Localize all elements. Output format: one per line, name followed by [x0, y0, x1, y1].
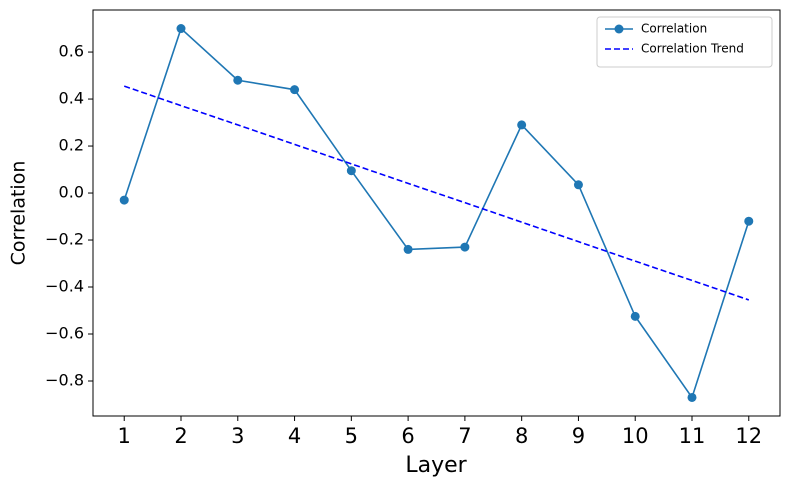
x-tick-label: 9	[572, 424, 585, 448]
y-tick-label: 0.4	[59, 89, 84, 108]
point	[460, 242, 470, 252]
x-tick-label: 5	[345, 424, 358, 448]
plot-frame	[92, 9, 781, 417]
x-tick-label: 1	[118, 424, 131, 448]
x-tick-label: 3	[231, 424, 244, 448]
point	[573, 180, 583, 190]
x-tick-label: 2	[174, 424, 187, 448]
x-tick-label: 6	[401, 424, 414, 448]
x-axis-label: Layer	[405, 453, 467, 478]
x-tick-label: 4	[288, 424, 301, 448]
y-tick-label: 0.6	[59, 42, 84, 61]
y-tick-label: −0.2	[45, 230, 84, 249]
y-tick-label: −0.8	[45, 370, 84, 389]
legend-label: Correlation Trend	[641, 42, 744, 56]
x-tick-label: 11	[679, 424, 706, 448]
y-tick-label: −0.4	[45, 277, 84, 296]
point	[176, 24, 186, 34]
legend-marker	[614, 24, 624, 34]
y-axis-label: Correlation	[8, 161, 30, 266]
point	[346, 166, 356, 176]
point	[744, 216, 754, 226]
x-tick-label: 8	[515, 424, 528, 448]
point	[119, 195, 129, 205]
y-tick-label: 0.2	[59, 136, 84, 155]
legend-box	[596, 16, 773, 68]
x-tick-label: 12	[735, 424, 762, 448]
point	[630, 311, 640, 321]
x-tick-label: 10	[622, 424, 649, 448]
x-tick-label: 7	[458, 424, 471, 448]
point	[687, 392, 697, 402]
point	[290, 85, 300, 95]
point	[403, 244, 413, 254]
series-line	[123, 85, 750, 301]
y-tick-label: 0.0	[59, 183, 84, 202]
legend-label: Correlation	[641, 22, 707, 36]
y-tick-label: −0.6	[45, 324, 84, 343]
point	[517, 120, 527, 130]
series-line	[123, 27, 750, 400]
point	[233, 75, 243, 85]
